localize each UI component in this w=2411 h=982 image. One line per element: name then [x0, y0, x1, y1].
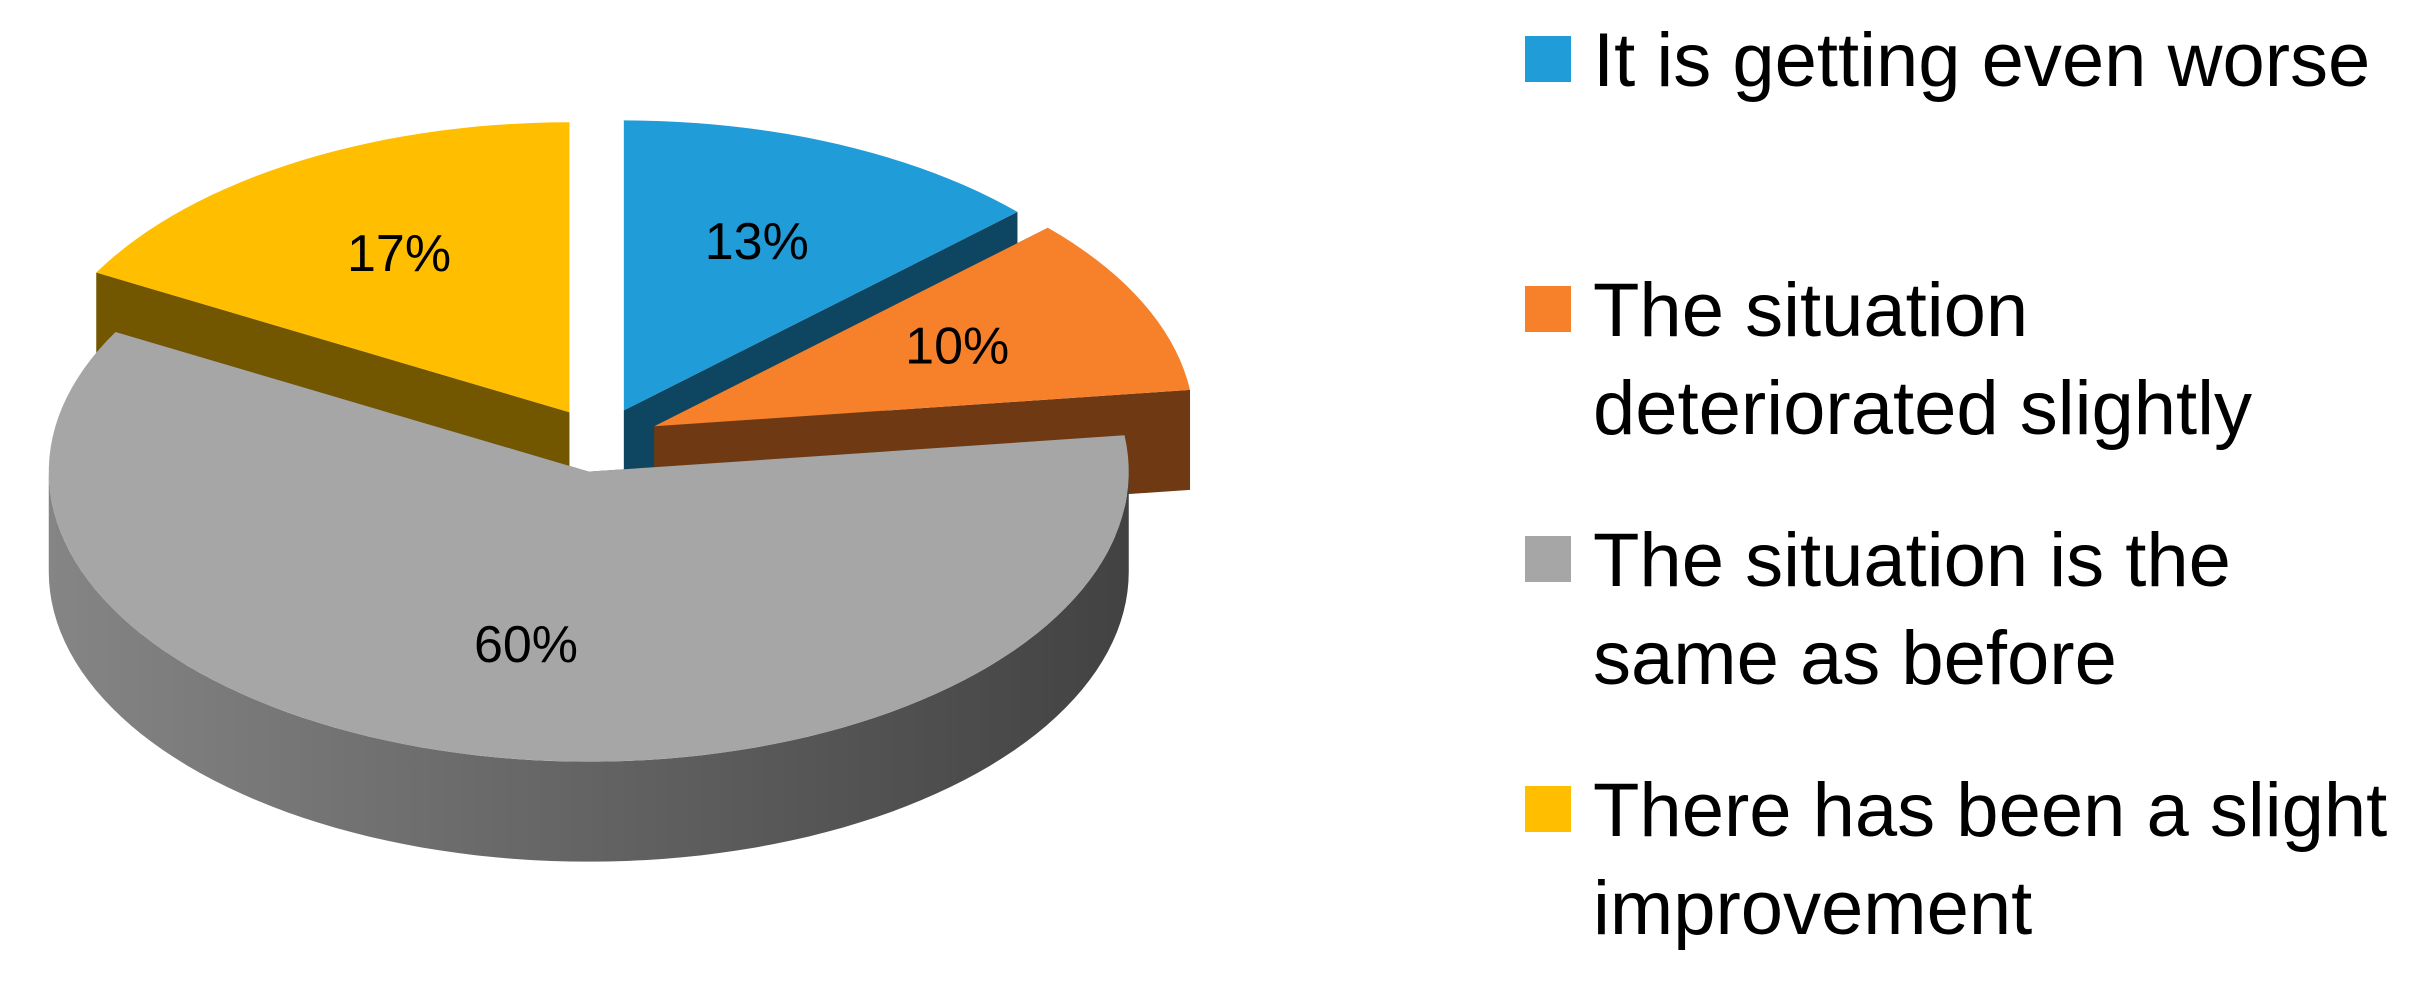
legend-label: There has been a slight improvement — [1593, 768, 2388, 951]
slice-top — [654, 227, 1191, 427]
data-label: 60% — [474, 616, 578, 674]
legend-entry: There has been a slight improvement — [1525, 762, 2393, 958]
data-label: 17% — [347, 225, 451, 283]
slice-top — [623, 120, 1018, 411]
slice-wall — [48, 471, 1129, 862]
data-label: 13% — [705, 213, 809, 271]
chart: 13% 10% 60% 17% — [48, 120, 1191, 862]
legend-entry: The situation is the same as before — [1525, 512, 2393, 708]
legend-swatch — [1525, 536, 1571, 582]
legend-swatch — [1525, 786, 1571, 832]
legend-label: The situation deteriorated slightly — [1593, 268, 2253, 451]
legend-entry: It is getting even worse — [1525, 12, 2393, 110]
slice-top — [48, 331, 1129, 762]
slice-top — [96, 122, 570, 413]
legend-entry: The situation deteriorated slightly — [1525, 262, 2393, 458]
legend-label: The situation is the same as before — [1593, 518, 2231, 701]
legend-label: It is getting even worse — [1593, 18, 2371, 103]
legend-swatch — [1525, 286, 1571, 332]
pie-slice — [48, 331, 1129, 862]
legend-swatch — [1525, 36, 1571, 82]
data-label: 10% — [905, 317, 1009, 375]
